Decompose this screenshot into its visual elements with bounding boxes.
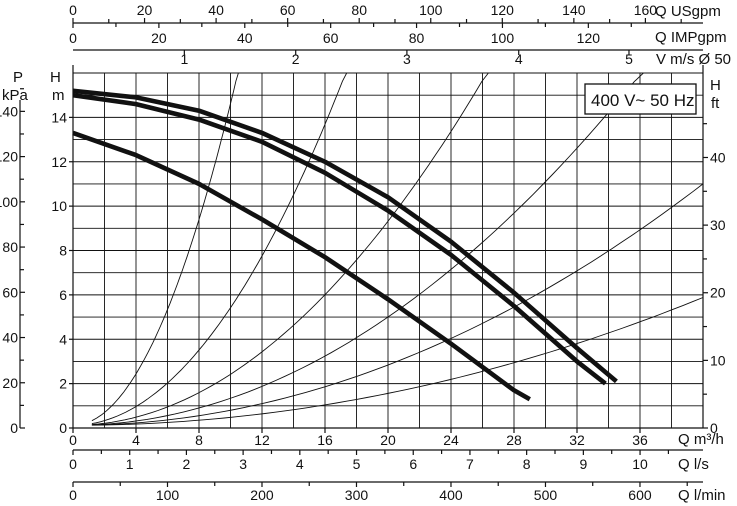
x-tick-label-impgpm: 100 (491, 30, 515, 46)
y-tick-label-head-m: 4 (59, 331, 67, 347)
y-axis-label-pressure-unit: kPa (2, 87, 29, 104)
y-tick-label-head-ft: 20 (710, 285, 726, 301)
x-axis-label-ls: Q l/s (678, 456, 709, 473)
x-tick-label-m3h: 28 (506, 432, 522, 448)
chart-axes: 0 4 8 12 16 20 24 28 32 360 1 2 3 4 5 6 7 8 9 100 100 200 300 4… (0, 2, 726, 503)
x-tick-label-usgpm: 0 (69, 2, 77, 18)
x-axis-label-impgpm: Q IMPgpm (655, 29, 727, 46)
y-tick-label-head-m: 6 (59, 287, 67, 303)
y-tick-label-head-ft: 40 (710, 149, 726, 165)
x-tick-label-lmin: 0 (69, 487, 77, 503)
y-tick-label-head-m: 8 (59, 243, 67, 259)
y-axis-label-pressure-top: P (13, 69, 23, 86)
y-tick-label-pressure: 20 (2, 375, 18, 391)
y-axis-label-head-ft-unit: ft (711, 95, 720, 112)
y-tick-label-head-m: 14 (51, 109, 67, 125)
y-tick-label-pressure: 120 (0, 149, 18, 165)
x-tick-label-ls: 10 (632, 456, 648, 472)
x-tick-label-lmin: 500 (534, 487, 558, 503)
x-tick-label-ls: 5 (353, 456, 361, 472)
y-tick-label-head-m: 0 (59, 420, 67, 436)
x-tick-label-ls: 7 (466, 456, 474, 472)
x-tick-label-m3h: 16 (317, 432, 333, 448)
x-tick-label-velocity: 5 (625, 51, 633, 67)
x-tick-label-impgpm: 0 (69, 30, 77, 46)
system-curves (91, 72, 704, 426)
y-axis-label-head-m-unit: m (52, 87, 65, 104)
system-curve-4 (91, 72, 644, 426)
x-tick-label-usgpm: 40 (208, 2, 224, 18)
frequency-legend-text: 400 V~ 50 Hz (591, 91, 695, 110)
y-tick-label-pressure: 60 (2, 284, 18, 300)
x-axis-label-lmin: Q l/min (678, 487, 726, 504)
y-tick-label-head-ft: 10 (710, 352, 726, 368)
x-tick-label-lmin: 300 (345, 487, 369, 503)
pump-curve-3 (72, 130, 531, 402)
pump-curve-1 (72, 88, 618, 384)
x-axis-label-usgpm: Q USgpm (655, 3, 721, 20)
y-axis-label-head-m-top: H (50, 69, 61, 86)
system-curve-6 (91, 297, 704, 426)
x-tick-label-impgpm: 60 (323, 30, 339, 46)
y-tick-label-pressure: 80 (2, 239, 18, 255)
y-tick-label-head-m: 12 (51, 154, 67, 170)
y-tick-label-head-m: 10 (51, 198, 67, 214)
x-tick-label-velocity: 4 (515, 51, 523, 67)
x-tick-label-lmin: 100 (156, 487, 180, 503)
x-tick-label-ls: 3 (239, 456, 247, 472)
x-tick-label-usgpm: 160 (634, 2, 658, 18)
x-axis-label-m3h: Q m³/h (678, 431, 724, 448)
system-curve-1 (91, 72, 239, 422)
y-axis-label-head-ft-top: H (710, 77, 721, 94)
x-tick-label-impgpm: 20 (151, 30, 167, 46)
x-tick-label-m3h: 12 (254, 432, 270, 448)
x-tick-label-ls: 1 (126, 456, 134, 472)
x-tick-label-ls: 8 (523, 456, 531, 472)
x-tick-label-impgpm: 120 (577, 30, 601, 46)
system-curve-5 (91, 183, 704, 426)
x-tick-label-impgpm: 80 (409, 30, 425, 46)
x-tick-label-ls: 0 (69, 456, 77, 472)
x-axis-label-velocity: V m/s Ø 50 (656, 51, 731, 68)
x-tick-label-ls: 4 (296, 456, 304, 472)
x-tick-label-m3h: 32 (569, 432, 585, 448)
x-tick-label-m3h: 20 (380, 432, 396, 448)
x-tick-label-lmin: 600 (628, 487, 652, 503)
x-tick-label-m3h: 0 (69, 432, 77, 448)
x-tick-label-usgpm: 20 (137, 2, 153, 18)
x-tick-label-lmin: 400 (439, 487, 463, 503)
x-tick-label-ls: 9 (579, 456, 587, 472)
y-tick-label-pressure: 0 (10, 420, 18, 436)
x-tick-label-ls: 6 (409, 456, 417, 472)
x-tick-label-usgpm: 120 (491, 2, 515, 18)
x-tick-label-usgpm: 140 (562, 2, 586, 18)
y-tick-label-head-ft: 30 (710, 217, 726, 233)
frequency-legend-box (584, 83, 697, 115)
x-tick-label-usgpm: 80 (351, 2, 367, 18)
y-tick-label-pressure: 100 (0, 194, 18, 210)
y-tick-label-pressure: 140 (0, 103, 18, 119)
x-tick-label-ls: 2 (183, 456, 191, 472)
y-tick-label-head-ft: 0 (710, 420, 718, 436)
x-tick-label-velocity: 2 (292, 51, 300, 67)
pump-curve-2 (72, 92, 607, 386)
x-tick-label-m3h: 24 (443, 432, 459, 448)
y-tick-label-head-m: 2 (59, 376, 67, 392)
x-tick-label-usgpm: 100 (419, 2, 443, 18)
x-tick-label-velocity: 3 (403, 51, 411, 67)
system-curve-2 (91, 72, 348, 425)
x-tick-label-usgpm: 60 (280, 2, 296, 18)
y-tick-label-pressure: 40 (2, 330, 18, 346)
x-tick-label-lmin: 200 (250, 487, 274, 503)
system-curve-3 (91, 72, 489, 426)
x-tick-label-velocity: 1 (180, 51, 188, 67)
pump-curves (72, 88, 618, 402)
x-tick-label-m3h: 4 (132, 432, 140, 448)
x-tick-label-m3h: 36 (632, 432, 648, 448)
x-tick-label-impgpm: 40 (237, 30, 253, 46)
x-tick-label-m3h: 8 (195, 432, 203, 448)
